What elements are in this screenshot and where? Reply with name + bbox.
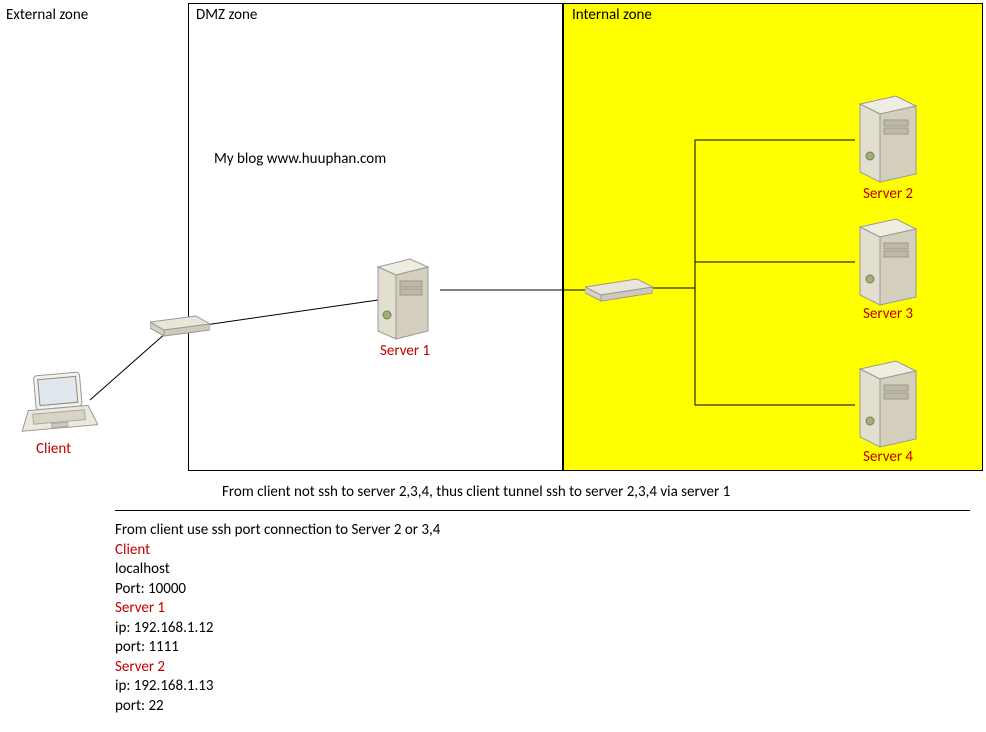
info-server1-port: port: 1111 bbox=[115, 638, 440, 658]
internal-zone-label: Internal zone bbox=[572, 6, 652, 24]
info-server1-ip: ip: 192.168.1.12 bbox=[115, 619, 440, 639]
info-server2-ip: ip: 192.168.1.13 bbox=[115, 677, 440, 697]
info-server2-port: port: 22 bbox=[115, 697, 440, 717]
server3-label: Server 3 bbox=[863, 305, 913, 323]
client-laptop-icon bbox=[18, 370, 98, 445]
server1-icon bbox=[370, 255, 436, 350]
info-client-host: localhost bbox=[115, 560, 440, 580]
connection-info: From client use ssh port connection to S… bbox=[115, 521, 440, 716]
switch1-icon bbox=[150, 312, 210, 345]
info-server1-label: Server 1 bbox=[115, 599, 440, 619]
server2-label: Server 2 bbox=[863, 185, 913, 203]
dmz-zone-label: DMZ zone bbox=[196, 6, 257, 24]
external-zone-label: External zone bbox=[6, 6, 88, 24]
dmz-zone bbox=[188, 3, 563, 471]
server1-label: Server 1 bbox=[380, 342, 430, 360]
blog-text: My blog www.huuphan.com bbox=[214, 150, 386, 168]
divider-line bbox=[115, 510, 970, 511]
server3-icon bbox=[852, 215, 924, 316]
server2-icon bbox=[852, 92, 924, 193]
client-label: Client bbox=[36, 440, 71, 458]
info-client-label: Client bbox=[115, 541, 440, 561]
switch2-icon bbox=[585, 275, 653, 310]
info-server2-label: Server 2 bbox=[115, 658, 440, 678]
info-title: From client use ssh port connection to S… bbox=[115, 521, 440, 541]
diagram-caption: From client not ssh to server 2,3,4, thu… bbox=[222, 483, 730, 501]
server4-icon bbox=[852, 357, 924, 458]
server4-label: Server 4 bbox=[863, 448, 913, 466]
info-client-port: Port: 10000 bbox=[115, 580, 440, 600]
